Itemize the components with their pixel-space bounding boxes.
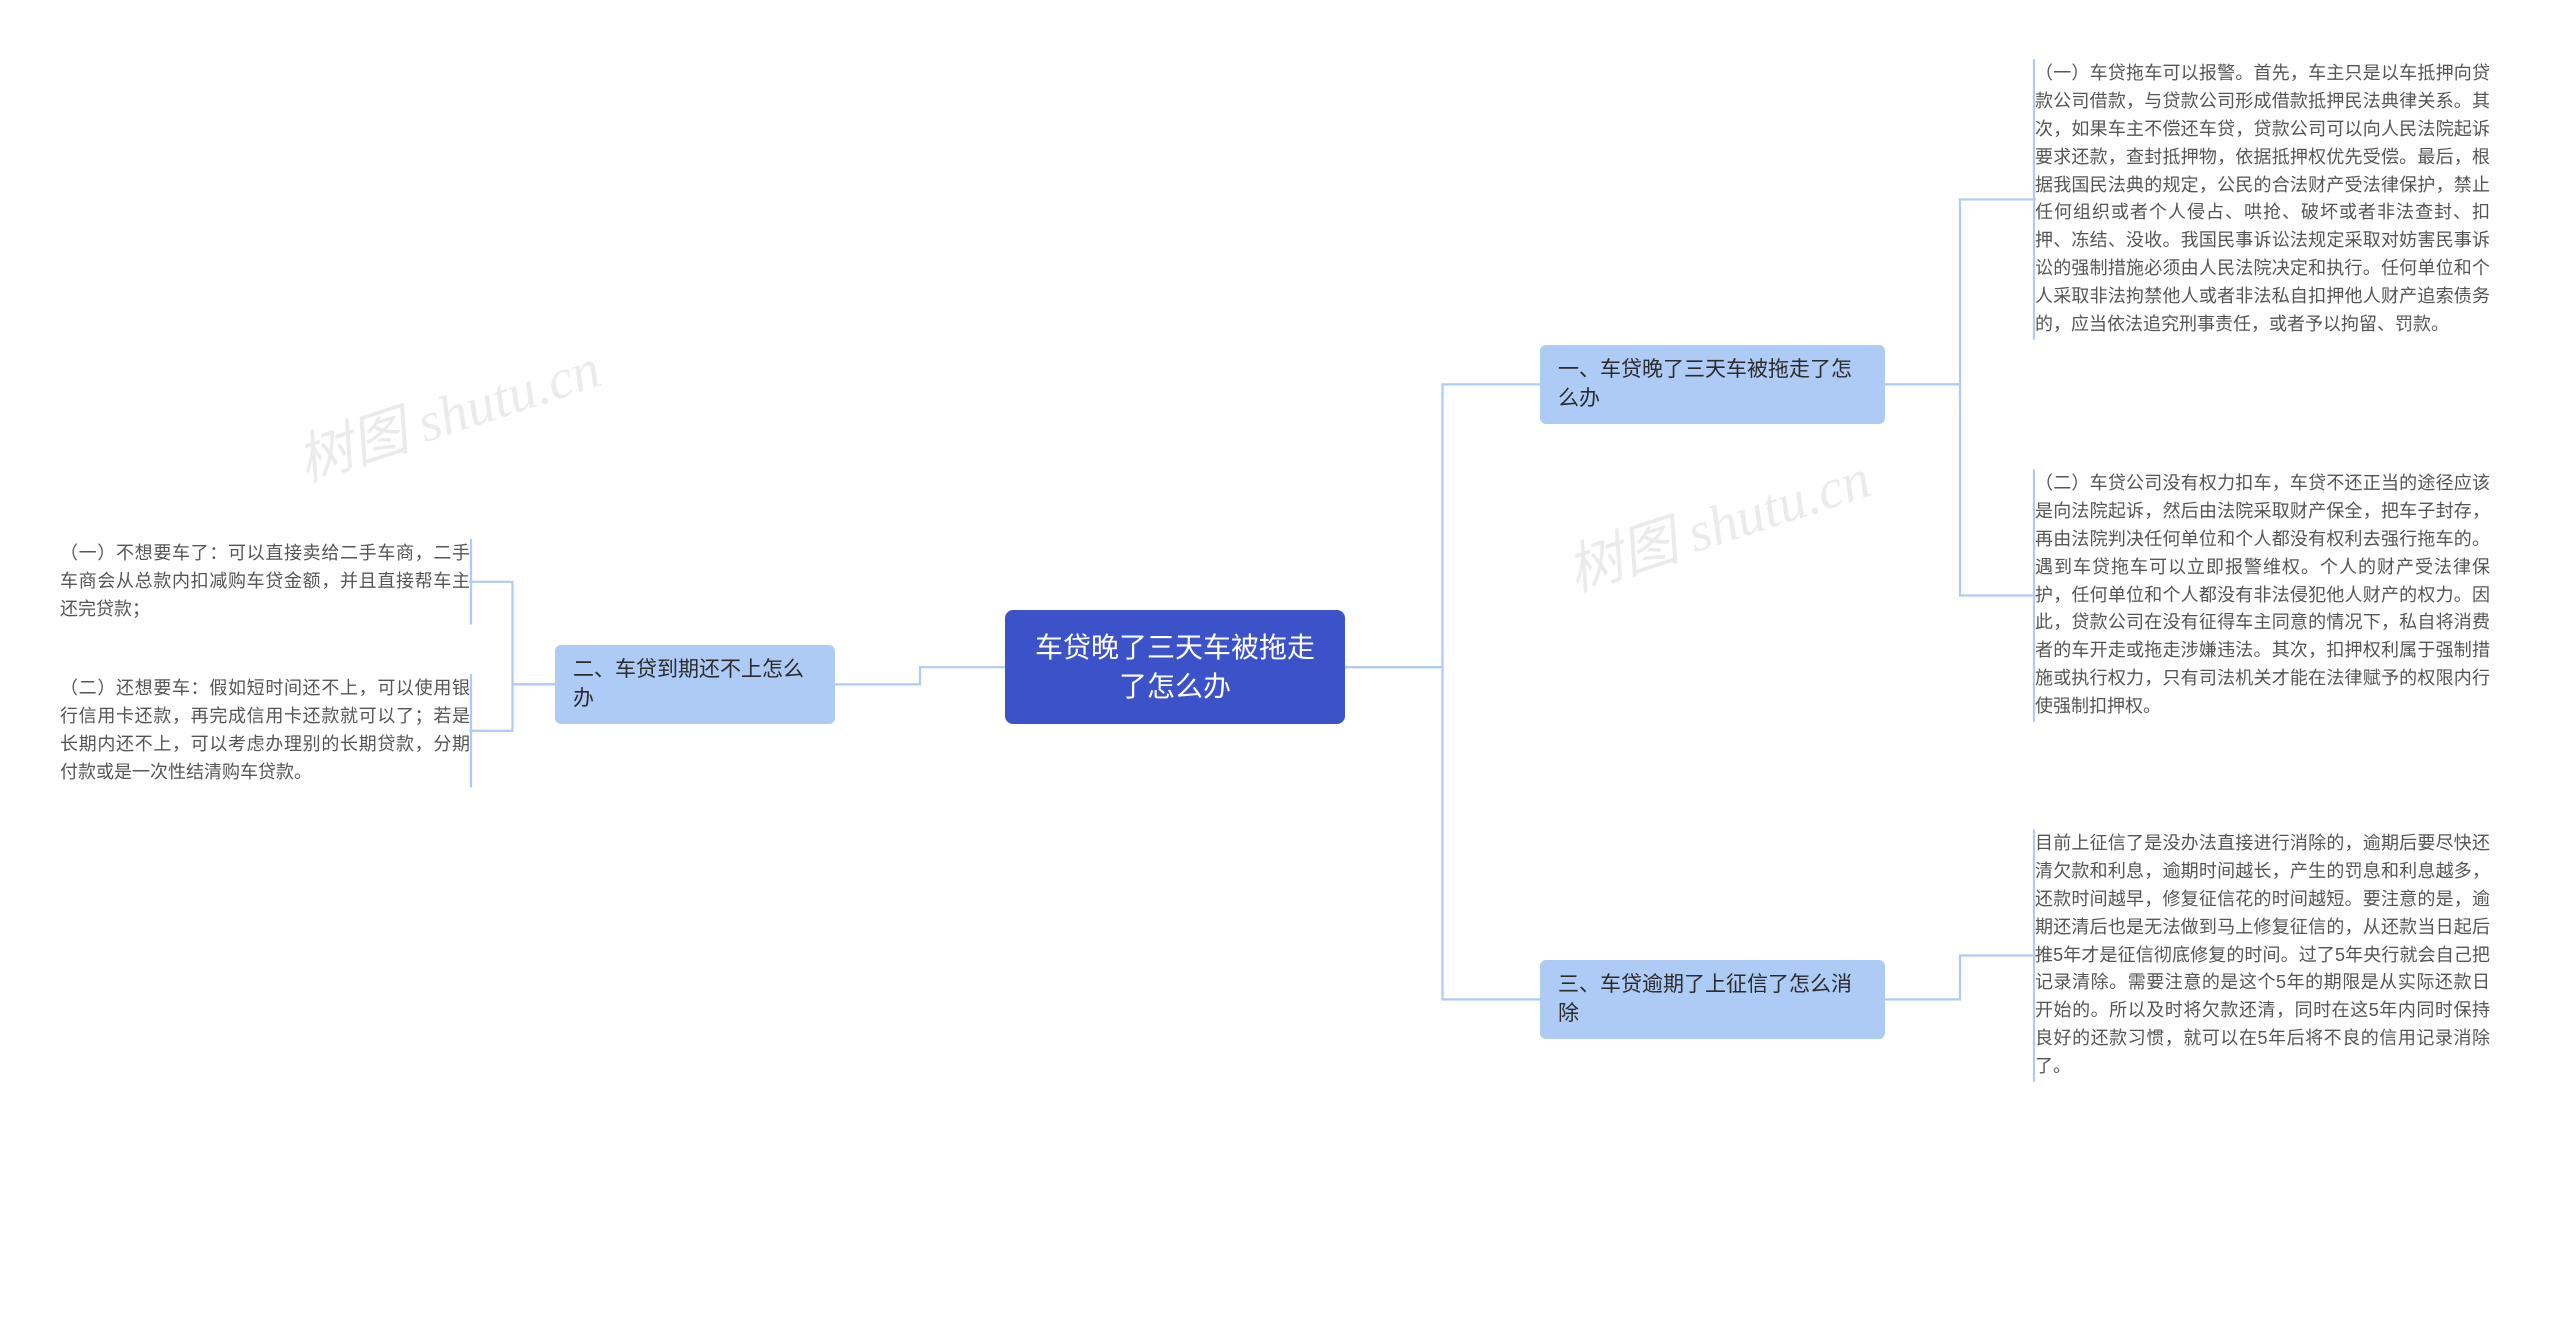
watermark-2: 树图 shutu.cn — [1555, 433, 1879, 607]
leaf-l2b: （二）还想要车：假如短时间还不上，可以使用银行信用卡还款，再完成信用卡还款就可以… — [60, 675, 470, 787]
leaf-r3a: 目前上征信了是没办法直接进行消除的，逾期后要尽快还清欠款和利息，逾期时间越长，产… — [2035, 830, 2490, 1081]
root-node: 车贷晚了三天车被拖走了怎么办 — [1005, 610, 1345, 724]
watermark-1: 树图 shutu.cn — [285, 323, 609, 497]
leaf-r1a: （一）车贷拖车可以报警。首先，车主只是以车抵押向贷款公司借款，与贷款公司形成借款… — [2035, 60, 2490, 339]
branch-l2: 二、车贷到期还不上怎么办 — [555, 645, 835, 724]
branch-r1: 一、车贷晚了三天车被拖走了怎么办 — [1540, 345, 1885, 424]
leaf-r1b: （二）车贷公司没有权力扣车，车贷不还正当的途径应该是向法院起诉，然后由法院采取财… — [2035, 470, 2490, 721]
branch-r3: 三、车贷逾期了上征信了怎么消除 — [1540, 960, 1885, 1039]
leaf-l2a: （一）不想要车了：可以直接卖给二手车商，二手车商会从总款内扣减购车贷金额，并且直… — [60, 540, 470, 624]
